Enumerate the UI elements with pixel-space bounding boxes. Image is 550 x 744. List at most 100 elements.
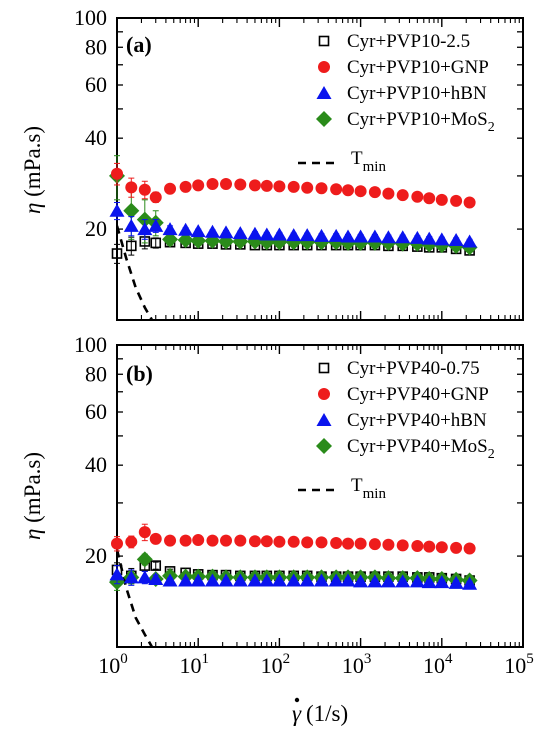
marker-circle <box>179 534 192 547</box>
legend-label-sub: 2 <box>488 447 495 462</box>
legend-label-main: Cyr+PVP40+MoS <box>347 436 488 457</box>
marker-circle <box>423 192 436 205</box>
marker-circle <box>125 181 138 194</box>
marker-circle <box>164 534 177 547</box>
marker-circle <box>411 539 424 552</box>
marker-triangle <box>299 573 315 587</box>
series-circle <box>111 162 476 209</box>
legend-item: Cyr+PVP40+MoS2 <box>316 436 495 462</box>
legend-label-main: Cyr+PVP40+hBN <box>347 410 487 431</box>
marker-diamond <box>123 202 140 219</box>
legend-label: Cyr+PVP10-2.5 <box>347 31 470 52</box>
legend-tmin-sub: min <box>363 486 387 502</box>
marker-triangle <box>353 574 369 588</box>
marker-circle <box>149 532 162 545</box>
legend-item: Cyr+PVP40+GNP <box>318 384 489 405</box>
legend-label: Cyr+PVP10+GNP <box>347 57 489 78</box>
marker-circle <box>287 535 300 548</box>
marker-circle <box>234 178 247 191</box>
x-axis-label-unit: (1/s) <box>306 701 348 726</box>
marker-triangle <box>162 573 178 587</box>
marker-circle <box>179 180 192 193</box>
marker-circle <box>273 180 286 193</box>
marker-open-square <box>318 362 330 374</box>
marker-circle <box>463 196 476 209</box>
marker-triangle <box>367 229 383 243</box>
legend-b: Cyr+PVP40-0.75 Cyr+PVP40+GNP Cyr+PVP40+hBN… <box>298 358 495 502</box>
marker-triangle <box>434 575 450 589</box>
legend-item: Cyr+PVP10+hBN <box>316 83 487 104</box>
marker-triangle <box>299 228 315 242</box>
legend-label-main: Cyr+PVP10+GNP <box>347 57 489 78</box>
marker-circle <box>248 535 261 548</box>
marker-open-square <box>318 35 330 47</box>
y-tick-label: 60 <box>85 399 107 424</box>
marker-circle <box>206 534 219 547</box>
legend-item: Cyr+PVP10+MoS2 <box>316 109 495 135</box>
marker-diamond <box>162 231 179 248</box>
panel-label-b: (b) <box>126 361 153 386</box>
legend-label: Cyr+PVP10+MoS2 <box>347 109 495 135</box>
marker-circle <box>234 534 247 547</box>
x-axis-label-symbol: γ <box>292 701 302 726</box>
y-tick-label: 60 <box>85 72 107 97</box>
marker-circle <box>368 538 381 551</box>
y-tick-label: 20 <box>85 543 107 568</box>
y-axis-label-a: η (mPa.s) <box>20 126 45 214</box>
marker-triangle <box>259 227 275 241</box>
series-triangle <box>109 201 478 248</box>
marker-circle <box>354 537 367 550</box>
x-tick-base: 10 <box>423 653 445 678</box>
marker-triangle <box>380 574 396 588</box>
marker-circle <box>423 540 436 553</box>
legend-item: Cyr+PVP40+hBN <box>316 410 487 431</box>
marker-triangle <box>353 229 369 243</box>
marker-triangle <box>247 226 263 240</box>
marker-circle <box>111 537 123 550</box>
marker-diamond <box>316 438 332 454</box>
x-tick-base: 10 <box>504 653 526 678</box>
marker-circle <box>315 536 328 549</box>
x-tick-exponent: 2 <box>283 651 291 667</box>
marker-open-square <box>125 240 137 252</box>
marker-triangle <box>328 228 344 242</box>
marker-circle <box>138 183 151 196</box>
legend-item: Cyr+PVP10-2.5 <box>318 31 470 52</box>
legend-item: Cyr+PVP40-0.75 <box>318 358 480 379</box>
marker-circle <box>260 179 273 192</box>
marker-triangle <box>190 573 206 587</box>
marker-triangle <box>162 222 178 236</box>
marker-triangle <box>123 218 139 232</box>
x-tick-base: 10 <box>98 653 120 678</box>
y-tick-label: 100 <box>74 5 107 30</box>
x-tick-exponent: 1 <box>201 651 209 667</box>
marker-circle <box>342 184 355 197</box>
marker-triangle <box>178 222 194 236</box>
legend-tmin-sub: min <box>363 159 387 175</box>
series-marks-b <box>109 523 478 591</box>
marker-triangle <box>271 573 287 587</box>
y-axis-label-b: η (mPa.s) <box>20 452 45 540</box>
marker-circle <box>301 536 314 549</box>
legend-label: Cyr+PVP40+hBN <box>347 410 487 431</box>
marker-open-square <box>111 248 123 259</box>
marker-open-square <box>150 237 162 249</box>
legend-label-tmin: Tmin <box>351 148 386 175</box>
marker-triangle <box>271 227 287 241</box>
legend-tmin-main: T <box>351 475 363 496</box>
y-tick-label: 40 <box>85 452 107 477</box>
y-tick-labels-b: 20 40 60 80 100 <box>74 332 107 568</box>
marker-open-square <box>150 560 162 571</box>
legend-label: Cyr+PVP40-0.75 <box>347 358 480 379</box>
legend-label-main: Cyr+PVP10-2.5 <box>347 31 470 52</box>
x-tick-exponent: 3 <box>364 651 372 667</box>
marker-circle <box>450 541 463 554</box>
marker-circle <box>411 190 424 203</box>
x-tick-base: 10 <box>342 653 364 678</box>
tmin-dashed-line <box>117 549 154 647</box>
marker-circle <box>149 191 162 204</box>
marker-circle <box>192 179 205 192</box>
marker-triangle <box>314 573 330 587</box>
